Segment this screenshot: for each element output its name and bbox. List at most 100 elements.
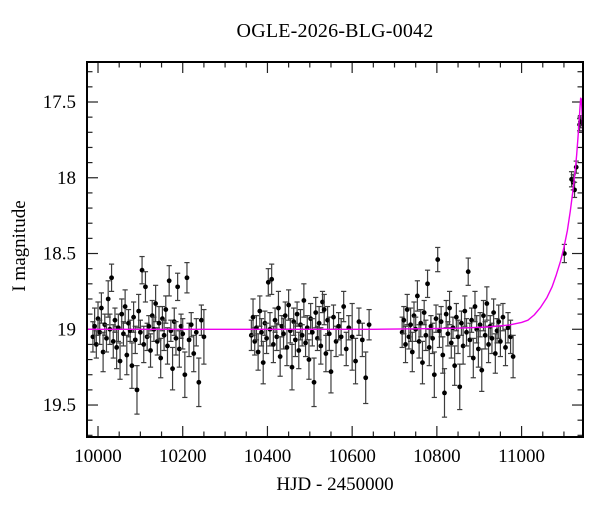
data-point	[134, 387, 140, 393]
data-point	[296, 348, 302, 353]
y-tick-label: 19.5	[43, 395, 76, 416]
data-point	[286, 302, 292, 308]
data-point	[100, 349, 106, 355]
data-point	[148, 348, 153, 353]
data-point	[414, 293, 420, 299]
data-point	[186, 337, 192, 343]
data-point	[161, 332, 167, 338]
data-point	[313, 310, 319, 316]
x-tick-label: 10600	[328, 446, 376, 467]
data-point	[438, 319, 444, 325]
data-point	[117, 358, 123, 364]
data-point	[191, 351, 197, 356]
data-point	[470, 355, 476, 361]
data-point	[416, 338, 422, 344]
axis-ticks: 10000 10200 10400 10600 10800 11000 17.5 18 18.5…	[43, 62, 583, 467]
data-point	[105, 296, 111, 302]
data-point	[489, 335, 495, 341]
data-point	[299, 332, 305, 338]
data-point	[442, 390, 447, 396]
data-point	[496, 319, 502, 325]
data-point	[426, 345, 432, 350]
data-point	[425, 281, 430, 287]
data-point	[259, 329, 264, 335]
data-point	[282, 313, 288, 319]
data-point	[484, 301, 490, 306]
data-point	[131, 314, 136, 320]
data-point	[503, 345, 508, 350]
data-point	[124, 352, 130, 358]
data-point	[311, 379, 317, 385]
y-tick-label: 19	[57, 319, 76, 340]
data-point	[475, 346, 481, 352]
x-axis-label: HJD - 2450000	[276, 474, 394, 495]
model-curve	[87, 97, 584, 330]
data-point	[180, 331, 186, 337]
plot-border	[86, 61, 584, 438]
data-point	[97, 329, 103, 335]
data-point	[281, 331, 286, 337]
data-point	[491, 310, 497, 316]
data-point	[510, 354, 516, 359]
data-point	[462, 308, 468, 314]
data-point	[136, 308, 142, 314]
data-point	[165, 343, 170, 349]
data-point	[277, 354, 283, 359]
data-point	[303, 340, 308, 346]
data-point	[276, 305, 281, 311]
data-point	[498, 338, 503, 344]
photometry-points	[90, 115, 584, 418]
data-point	[176, 346, 182, 352]
data-point	[338, 334, 344, 340]
data-point	[359, 337, 365, 343]
data-point	[453, 314, 459, 320]
data-point	[265, 279, 271, 285]
data-point	[440, 352, 446, 358]
data-point	[141, 342, 147, 347]
data-point	[284, 345, 290, 350]
microlensing-model-curve	[87, 97, 584, 330]
data-point	[431, 372, 437, 378]
data-point	[93, 342, 99, 347]
data-point	[433, 316, 439, 322]
data-point	[201, 334, 207, 340]
data-point	[326, 331, 332, 337]
x-tick-label: 10800	[413, 446, 461, 467]
data-point	[260, 360, 266, 366]
data-point	[421, 310, 427, 316]
data-point	[366, 322, 372, 328]
data-point	[309, 329, 315, 335]
data-point	[500, 314, 506, 320]
data-point	[170, 366, 175, 372]
data-point	[175, 284, 181, 290]
data-point	[198, 317, 204, 323]
data-point	[401, 317, 407, 323]
data-point	[272, 317, 278, 323]
data-point	[184, 275, 190, 281]
data-point	[193, 329, 199, 335]
data-point	[481, 313, 486, 319]
data-point	[328, 369, 334, 375]
data-point	[182, 372, 188, 378]
data-point	[156, 320, 162, 326]
data-point	[292, 337, 298, 343]
data-point	[465, 269, 471, 275]
data-point	[460, 343, 466, 349]
x-tick-label: 10000	[74, 446, 122, 467]
data-point	[99, 305, 104, 311]
data-point	[479, 367, 485, 373]
data-point	[492, 351, 498, 356]
data-point	[316, 320, 322, 326]
data-point	[188, 322, 194, 328]
y-axis-label: I magnitude	[9, 200, 30, 292]
data-point	[443, 311, 449, 317]
data-point	[409, 349, 415, 355]
data-point	[153, 301, 159, 306]
data-point	[336, 323, 342, 329]
data-point	[331, 314, 336, 320]
data-point	[459, 320, 464, 326]
data-point	[423, 332, 429, 338]
data-point	[294, 311, 300, 317]
data-point	[137, 329, 143, 335]
